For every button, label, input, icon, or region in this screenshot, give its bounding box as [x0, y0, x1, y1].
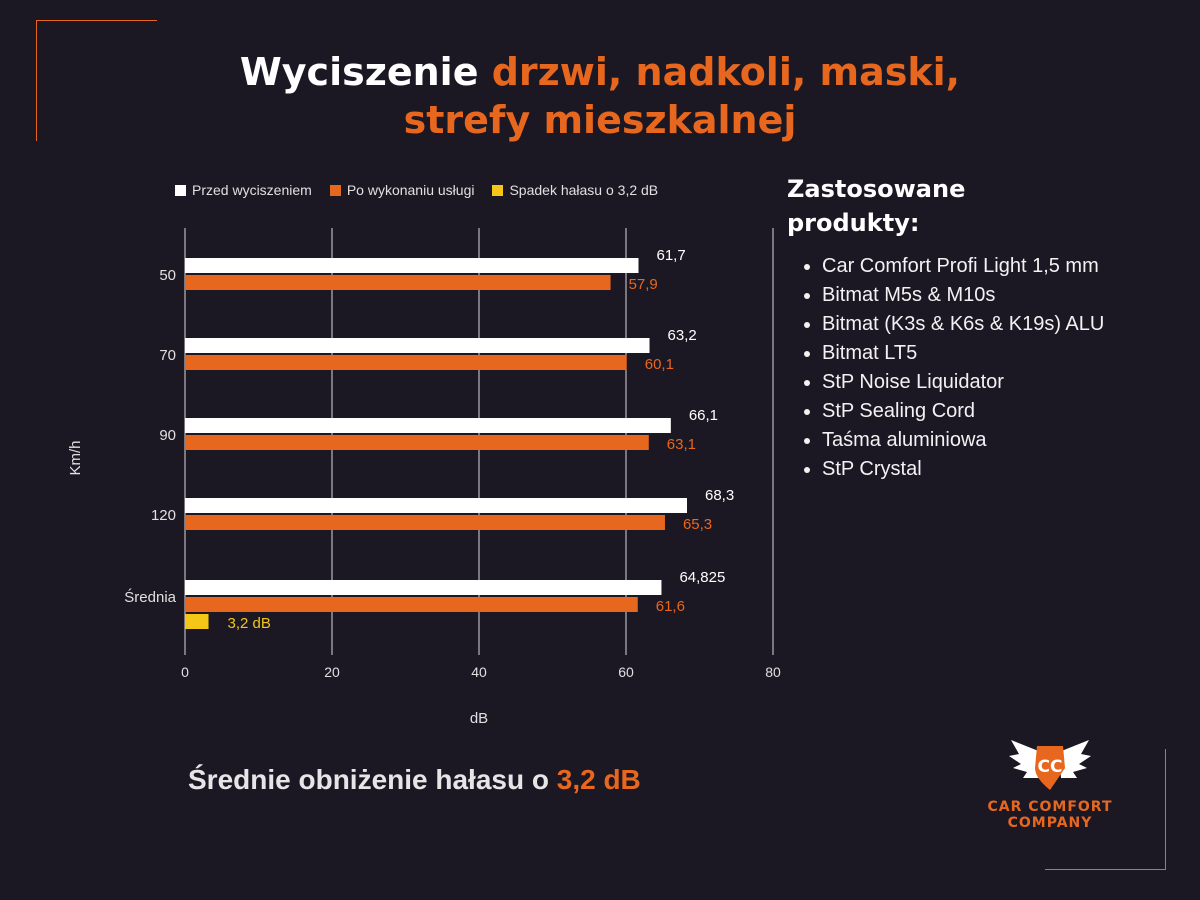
product-item: Taśma aluminiowa [822, 426, 1104, 455]
y-category-label: 90 [159, 427, 176, 444]
data-label: 61,6 [656, 598, 685, 615]
bar-before [185, 338, 650, 353]
x-tick-label: 0 [181, 664, 189, 680]
data-label: 60,1 [645, 356, 674, 373]
x-tick-label: 40 [471, 664, 487, 680]
legend-label-before: Przed wyciszeniem [192, 182, 312, 198]
products-list: Car Comfort Profi Light 1,5 mm Bitmat M5… [800, 252, 1104, 484]
bar-after [185, 597, 638, 612]
product-item: Bitmat M5s & M10s [822, 281, 1104, 310]
logo-initials: CC [1038, 757, 1063, 777]
legend-swatch-drop [492, 184, 504, 196]
title-line2: strefy mieszkalnej [403, 98, 797, 142]
title-part1: Wyciszenie [239, 50, 492, 94]
summary-label: Średnie obniżenie hałasu o [188, 764, 557, 795]
data-label: 57,9 [629, 276, 658, 293]
x-tick-label: 20 [324, 664, 340, 680]
frame-corner-top-left [36, 20, 157, 141]
summary-text: Średnie obniżenie hałasu o 3,2 dB [188, 764, 641, 796]
product-item: StP Sealing Cord [822, 397, 1104, 426]
data-label: 63,1 [667, 436, 696, 453]
data-label: 65,3 [683, 516, 712, 533]
bar-after [185, 355, 627, 370]
data-label: 61,7 [656, 247, 685, 264]
legend-item-before: Przed wyciszeniem [175, 182, 312, 198]
bar-after [185, 435, 649, 450]
data-label: 63,2 [668, 327, 697, 344]
summary-value: 3,2 dB [556, 764, 641, 795]
logo-line2: COMPANY [1007, 815, 1093, 831]
bar-before [185, 258, 639, 273]
products-heading: Zastosowane produkty: [787, 175, 966, 237]
product-item: StP Crystal [822, 455, 1104, 484]
x-tick-label: 60 [618, 664, 634, 680]
bar-before [185, 498, 688, 513]
product-item: Car Comfort Profi Light 1,5 mm [822, 252, 1104, 281]
product-item: StP Noise Liquidator [822, 368, 1104, 397]
page-title: Wyciszenie drzwi, nadkoli, maski, strefy… [0, 48, 1200, 144]
bar-before [185, 580, 662, 595]
y-axis-label: Km/h [67, 440, 84, 475]
chart-legend: Przed wyciszeniem Po wykonaniu usługi Sp… [175, 182, 658, 198]
legend-label-drop: Spadek hałasu o 3,2 dB [509, 182, 659, 198]
data-label: 3,2 dB [228, 615, 271, 632]
data-label: 64,825 [679, 569, 725, 586]
legend-item-drop: Spadek hałasu o 3,2 dB [492, 182, 658, 198]
legend-swatch-before [175, 184, 186, 196]
x-axis-label: dB [470, 710, 488, 727]
winged-shield-logo-icon: CC [1009, 740, 1091, 790]
product-item: Bitmat (K3s & K6s & K19s) ALU [822, 310, 1104, 339]
bar-after [185, 515, 665, 530]
legend-item-after: Po wykonaniu usługi [329, 182, 475, 198]
bar-before [185, 418, 671, 433]
data-label: 66,1 [689, 407, 718, 424]
title-part2: drzwi, nadkoli, maski, [491, 50, 961, 94]
y-category-label: Średnia [124, 588, 176, 606]
legend-label-after: Po wykonaniu usługi [346, 182, 475, 198]
x-tick-label: 80 [765, 664, 781, 680]
bar-after [185, 275, 611, 290]
company-logo: CC CAR COMFORT COMPANY [975, 738, 1125, 831]
y-category-label: 70 [159, 347, 176, 364]
legend-swatch-after [329, 184, 341, 196]
product-item: Bitmat LT5 [822, 339, 1104, 368]
y-category-label: 120 [151, 507, 176, 524]
bar-chart: 0 20 40 60 80 dB Km/h 50 61,7 57,9 70 63,2 60,1 90 66,… [67, 228, 781, 727]
y-category-label: 50 [159, 267, 176, 284]
logo-line1: CAR COMFORT [987, 799, 1113, 815]
data-label: 68,3 [705, 487, 734, 504]
frame-corner-bottom-right [1045, 749, 1166, 870]
bar-drop [185, 614, 209, 629]
